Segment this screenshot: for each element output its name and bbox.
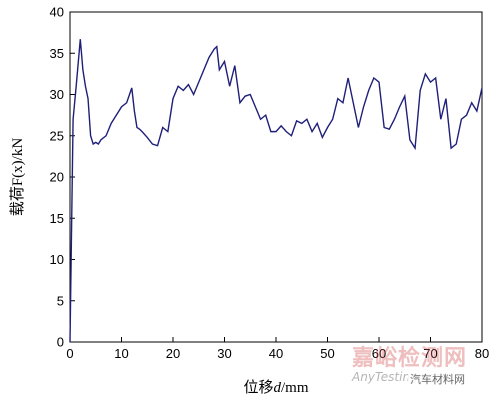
y-tick-label: 30: [50, 87, 64, 102]
y-axis-title: 载荷F(x)/kN: [9, 138, 26, 217]
y-tick-label: 40: [50, 5, 64, 20]
watermark-main: 嘉峪检测网: [352, 346, 468, 371]
watermark-tag: 汽车材料网: [408, 371, 467, 387]
x-tick-label: 30: [217, 346, 231, 361]
x-axis-title: 位移d/mm: [243, 379, 308, 396]
y-tick-label: 20: [50, 170, 64, 185]
y-tick-label: 10: [50, 252, 64, 267]
y-tick-label: 0: [57, 335, 64, 350]
y-axis: 0 5 10 15 20 25 30 35 40: [50, 5, 75, 350]
plot-area: [69, 11, 483, 343]
x-tick-label: 60: [372, 346, 386, 361]
x-tick-label: 80: [475, 346, 489, 361]
y-tick-label: 35: [50, 46, 64, 61]
x-axis-title-var: d: [274, 380, 282, 396]
x-tick-label: 20: [166, 346, 180, 361]
x-tick-label: 10: [114, 346, 128, 361]
x-tick-label: 40: [269, 346, 283, 361]
y-tick-label: 5: [57, 293, 64, 308]
y-tick-label: 25: [50, 128, 64, 143]
x-axis-title-unit: /mm: [281, 380, 309, 396]
x-tick-label: 50: [320, 346, 334, 361]
y-tick-label: 15: [50, 211, 64, 226]
x-tick-label: 70: [423, 346, 437, 361]
load-displacement-line: [69, 39, 483, 343]
x-axis-title-prefix: 位移: [243, 379, 273, 396]
x-tick-label: 0: [66, 346, 73, 361]
x-axis: 0 10 20 30 40 50 60 70 80: [66, 337, 489, 361]
